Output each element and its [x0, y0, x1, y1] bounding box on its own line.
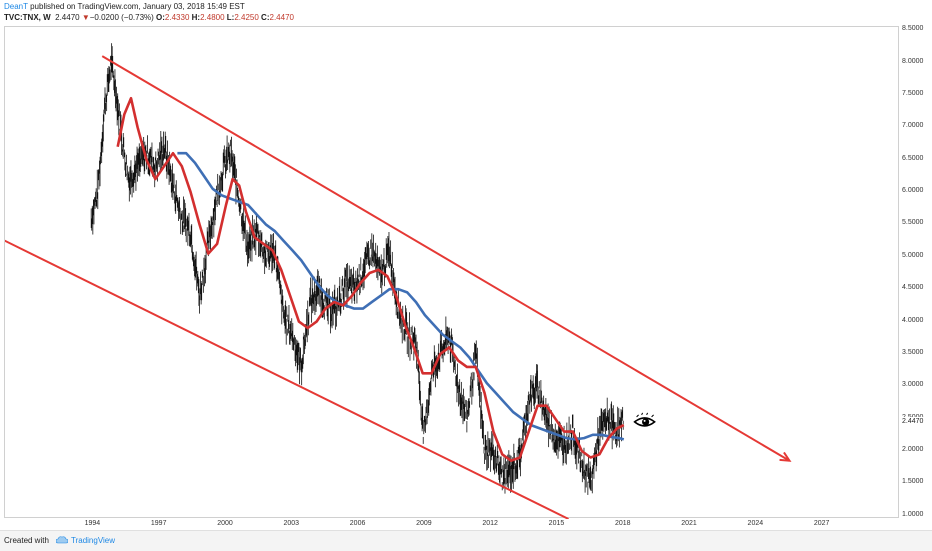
- channel-lower-line: [5, 239, 569, 519]
- eye-icon: [633, 412, 656, 427]
- y-tick-label: 6.5000: [902, 154, 924, 162]
- y-tick-label: 6.0000: [902, 187, 924, 195]
- publish-line: DeanT published on TradingView.com, Janu…: [4, 1, 245, 12]
- y-tick-label: 7.5000: [902, 89, 924, 97]
- price-axis[interactable]: 8.5000 8.0000 7.5000 7.0000 6.5000 6.0000 5.50…: [899, 25, 932, 518]
- y-tick-label: 5.5000: [902, 219, 924, 227]
- y-tick-label: 3.0000: [902, 381, 924, 389]
- low-label: L:: [226, 13, 235, 22]
- x-tick-label: 2021: [681, 520, 697, 527]
- author-link[interactable]: DeanT: [4, 2, 28, 11]
- channel-upper-line: [101, 55, 791, 462]
- x-tick-label: 2003: [283, 520, 300, 527]
- y-tick-label: 7.0000: [902, 122, 924, 130]
- open-value: 2.4330: [164, 13, 190, 22]
- high-value: 2.4800: [200, 13, 225, 22]
- y-tick-label: 4.5000: [902, 284, 924, 292]
- published-text: published on TradingView.com, January 03…: [27, 2, 245, 11]
- channel-arrowhead: [779, 451, 792, 462]
- price-change: −0.0200 (−0.73%): [89, 13, 154, 22]
- chart-plot-area[interactable]: [4, 26, 899, 519]
- slow-ma-line: [177, 151, 625, 441]
- x-tick-label: 2012: [482, 520, 498, 527]
- x-tick-label: 1994: [84, 520, 101, 527]
- tradingview-cloud-icon: [56, 536, 68, 544]
- x-tick-label: 2006: [349, 520, 366, 527]
- high-label: H:: [191, 13, 201, 22]
- low-value: 2.4250: [234, 13, 259, 22]
- y-tick-label: 1.5000: [902, 478, 924, 486]
- y-tick-label: 8.0000: [902, 57, 924, 65]
- chart-svg: [5, 43, 792, 519]
- last-price: 2.4470: [55, 13, 80, 22]
- current-price-label: 2.4470: [901, 417, 925, 427]
- close-value: 2.4470: [269, 13, 294, 22]
- y-tick-label: 5.0000: [902, 251, 924, 259]
- tradingview-link[interactable]: TradingView: [56, 536, 115, 545]
- fast-ma-line: [116, 96, 625, 463]
- close-label: C:: [261, 13, 270, 22]
- symbol-label: TVC:TNX, W: [4, 13, 51, 22]
- x-tick-label: 2027: [813, 520, 830, 527]
- y-tick-label: 2.0000: [902, 446, 924, 454]
- x-tick-label: 2000: [217, 520, 233, 527]
- x-tick-label: 2009: [416, 520, 432, 527]
- down-arrow-icon: ▼: [81, 13, 90, 22]
- created-with-text: Created with: [4, 536, 49, 545]
- tradingview-label: TradingView: [71, 536, 116, 545]
- open-label: O:: [156, 13, 165, 22]
- x-tick-label: 2024: [747, 520, 764, 527]
- footer-bar: Created with TradingView: [0, 530, 932, 551]
- y-tick-label: 8.5000: [902, 25, 924, 33]
- x-tick-label: 1997: [150, 520, 167, 527]
- symbol-line: TVC:TNX, W 2.4470 ▼−0.0200 (−0.73%) O:2.…: [4, 12, 294, 23]
- x-tick-label: 2018: [614, 520, 631, 527]
- time-axis[interactable]: 1994 1997 2000 2003 2006 2009 2012 2015 2018 2021…: [4, 518, 899, 530]
- y-tick-label: 4.0000: [902, 316, 924, 324]
- y-tick-label: 3.5000: [902, 348, 924, 356]
- y-tick-label: 1.0000: [902, 510, 924, 518]
- x-tick-label: 2015: [548, 520, 565, 527]
